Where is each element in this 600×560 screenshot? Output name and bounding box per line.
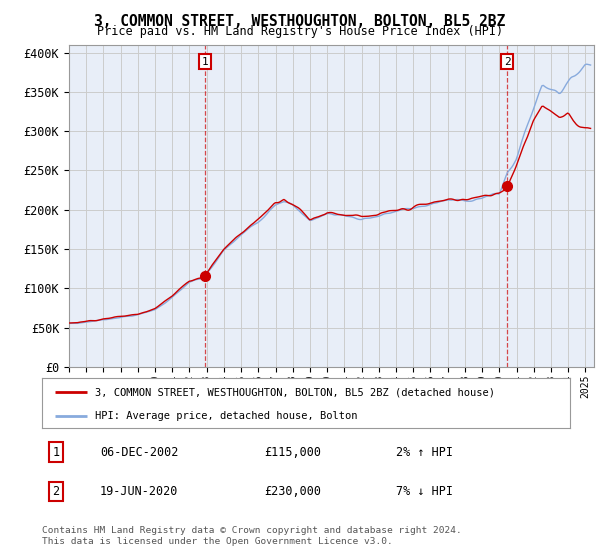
Text: 19-JUN-2020: 19-JUN-2020 (100, 485, 178, 498)
Text: HPI: Average price, detached house, Bolton: HPI: Average price, detached house, Bolt… (95, 411, 358, 421)
Text: 7% ↓ HPI: 7% ↓ HPI (396, 485, 453, 498)
Text: 3, COMMON STREET, WESTHOUGHTON, BOLTON, BL5 2BZ (detached house): 3, COMMON STREET, WESTHOUGHTON, BOLTON, … (95, 387, 495, 397)
Text: £230,000: £230,000 (264, 485, 321, 498)
Text: £115,000: £115,000 (264, 446, 321, 459)
Text: 2% ↑ HPI: 2% ↑ HPI (396, 446, 453, 459)
Text: 2: 2 (504, 57, 511, 67)
Text: 2: 2 (53, 485, 59, 498)
Text: 06-DEC-2002: 06-DEC-2002 (100, 446, 178, 459)
Text: 1: 1 (53, 446, 59, 459)
Text: Contains HM Land Registry data © Crown copyright and database right 2024.
This d: Contains HM Land Registry data © Crown c… (42, 526, 462, 546)
Text: 3, COMMON STREET, WESTHOUGHTON, BOLTON, BL5 2BZ: 3, COMMON STREET, WESTHOUGHTON, BOLTON, … (94, 14, 506, 29)
Text: 1: 1 (202, 57, 209, 67)
Text: Price paid vs. HM Land Registry's House Price Index (HPI): Price paid vs. HM Land Registry's House … (97, 25, 503, 38)
